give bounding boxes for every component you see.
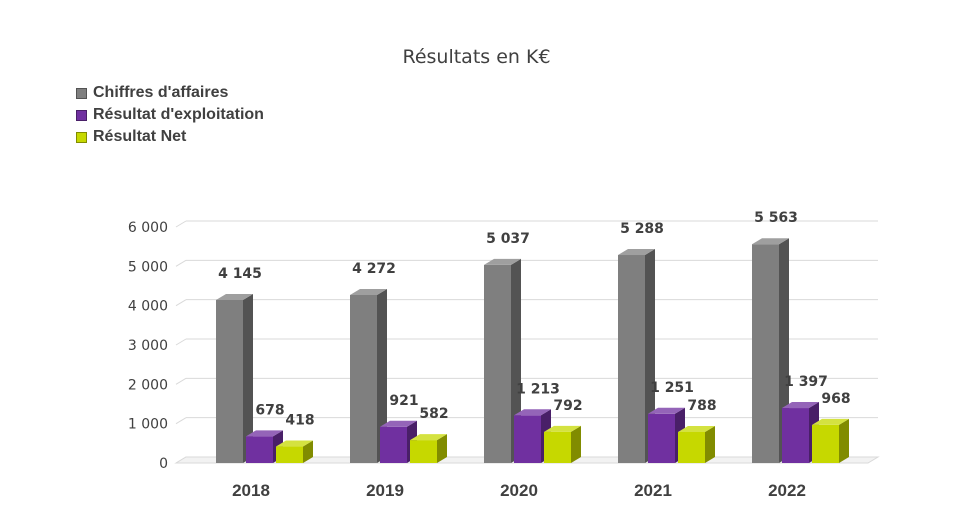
bar-front <box>216 299 243 463</box>
bar-front <box>276 446 303 463</box>
bar-top <box>812 418 849 425</box>
y-tick-label: 0 <box>159 456 168 472</box>
gridline-depth <box>175 377 187 385</box>
data-label: 1 213 <box>516 381 560 397</box>
data-label: 792 <box>553 398 582 414</box>
gridline-depth <box>175 220 187 228</box>
bar-side <box>437 434 447 463</box>
data-label: 582 <box>419 406 448 422</box>
bar-front <box>380 426 407 463</box>
bar-front <box>812 424 839 463</box>
data-label: 418 <box>285 413 314 429</box>
bar <box>216 293 253 463</box>
legend-label-net: Résultat Net <box>93 128 187 145</box>
bar-side <box>705 426 715 463</box>
bar-front <box>752 244 779 463</box>
bar <box>678 426 715 463</box>
legend-label-exploitation: Résultat d'exploitation <box>93 106 264 123</box>
bar-top <box>216 293 253 300</box>
data-label: 5 037 <box>486 231 530 247</box>
bar <box>410 434 447 463</box>
data-label: 921 <box>389 393 418 409</box>
legend-swatch-chiffres <box>76 87 87 99</box>
data-label: 5 288 <box>620 221 664 237</box>
bar-front <box>514 415 541 463</box>
y-tick-label: 2 000 <box>128 377 168 393</box>
bar-side <box>303 440 313 463</box>
legend-label-chiffres: Chiffres d'affaires <box>93 84 229 101</box>
bar <box>350 288 387 463</box>
bar-side <box>511 258 521 463</box>
bar-side <box>377 288 387 463</box>
data-label: 5 563 <box>754 210 798 226</box>
bar-side <box>571 425 581 463</box>
x-tick-label: 2022 <box>768 481 806 500</box>
x-tick-label: 2019 <box>366 481 404 500</box>
bar <box>618 249 655 463</box>
data-label: 788 <box>687 398 716 414</box>
bar-top <box>276 440 313 447</box>
legend-item-net: Résultat Net <box>76 126 264 148</box>
bar-top <box>484 258 521 265</box>
y-tick-label: 6 000 <box>128 220 168 236</box>
bar-front <box>246 436 273 463</box>
gridline-depth <box>175 417 187 425</box>
y-tick-label: 3 000 <box>128 338 168 354</box>
legend-swatch-exploitation <box>76 109 87 121</box>
bar-top <box>246 430 283 437</box>
legend: Chiffres d'affaires Résultat d'exploitat… <box>76 82 264 148</box>
data-label: 1 397 <box>784 374 828 390</box>
y-tick-label: 5 000 <box>128 259 168 275</box>
bar-front <box>648 413 675 463</box>
legend-swatch-net <box>76 131 87 143</box>
bar-top <box>648 407 685 414</box>
bar <box>812 418 849 463</box>
gridline-depth <box>175 338 187 346</box>
bar <box>484 258 521 463</box>
bar <box>544 425 581 463</box>
bar-front <box>782 408 809 463</box>
bar-top <box>380 420 417 427</box>
y-tick-label: 4 000 <box>128 299 168 315</box>
bar-top <box>410 434 447 441</box>
bar-front <box>618 255 645 463</box>
bar-front <box>544 431 571 463</box>
x-tick-label: 2020 <box>500 481 538 500</box>
gridline-depth <box>175 299 187 307</box>
x-tick-label: 2018 <box>232 481 270 500</box>
bar-top <box>514 409 551 416</box>
bar-front <box>410 440 437 463</box>
bar-side <box>645 249 655 463</box>
legend-item-chiffres: Chiffres d'affaires <box>76 82 264 104</box>
gridline-depth <box>175 259 187 267</box>
bar-top <box>544 425 581 432</box>
bar-top <box>618 249 655 256</box>
data-label: 678 <box>255 402 284 418</box>
legend-item-exploitation: Résultat d'exploitation <box>76 104 264 126</box>
data-label: 4 272 <box>352 261 396 277</box>
bar-top <box>678 426 715 433</box>
bar-top <box>752 238 789 245</box>
bar-front <box>484 264 511 463</box>
bar <box>276 440 313 463</box>
bar-front <box>678 432 705 463</box>
chart-title: Résultats en K€ <box>402 46 551 68</box>
bar-top <box>350 288 387 295</box>
bar-front <box>350 294 377 463</box>
y-tick-label: 1 000 <box>128 417 168 433</box>
bar-top <box>782 402 819 409</box>
data-label: 1 251 <box>650 380 694 396</box>
data-label: 968 <box>821 391 850 407</box>
bar-side <box>839 418 849 463</box>
x-tick-label: 2021 <box>634 481 672 500</box>
data-label: 4 145 <box>218 266 262 282</box>
bar-side <box>243 293 253 463</box>
